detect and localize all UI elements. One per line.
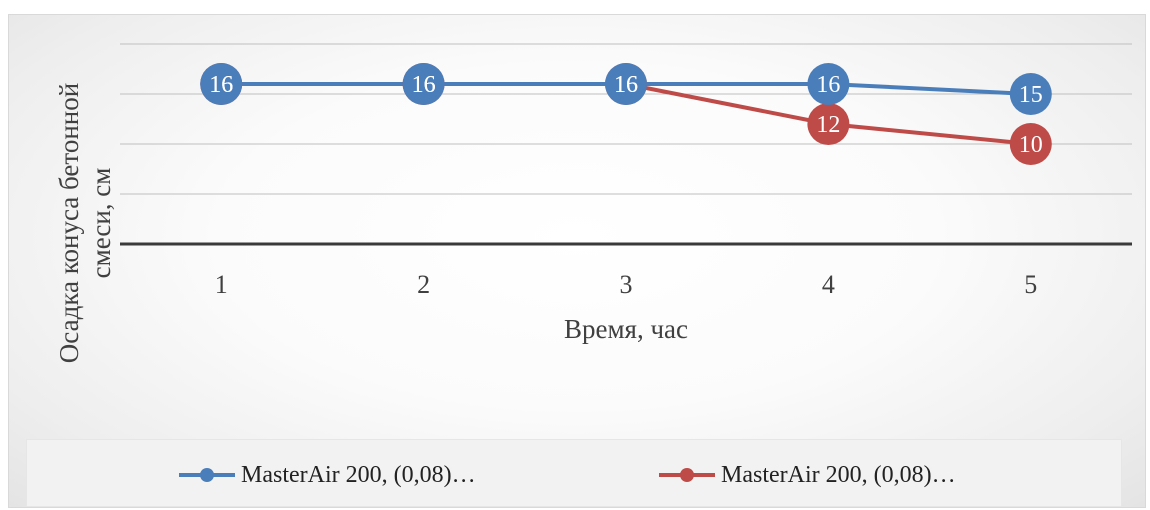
- data-markers: [200, 63, 1052, 165]
- data-label-series-2: 12: [816, 112, 840, 138]
- data-label-series-1: 16: [816, 72, 840, 98]
- x-axis-ticks: 1 2 3 4 5: [215, 270, 1038, 299]
- y-axis-title-line-1: Осадка конуса бетонной: [54, 83, 84, 363]
- chart-area: [8, 14, 1146, 508]
- legend-label-series-1: MasterAir 200, (0,08)…: [241, 461, 476, 488]
- legend-label-series-2: MasterAir 200, (0,08)…: [721, 461, 956, 488]
- data-label-series-2: 16: [209, 72, 233, 98]
- data-point-series-1: [402, 63, 445, 105]
- x-tick-label: 4: [822, 270, 835, 299]
- legend-swatch-series-2: [659, 468, 715, 482]
- legend-swatch-series-1: [179, 468, 235, 482]
- data-label-series-2: 10: [1019, 132, 1043, 158]
- data-label-series-2: 16: [614, 72, 638, 98]
- y-axis-title: Осадка конуса бетонной смеси, см: [54, 83, 116, 363]
- legend-entry-series-1: MasterAir 200, (0,08)…: [177, 460, 476, 490]
- data-point-series-1: [605, 63, 647, 105]
- data-point-series-1: [1009, 73, 1052, 115]
- data-point-series-1: [200, 63, 243, 105]
- data-label-series-1: 16: [209, 72, 233, 98]
- data-label-series-1: 15: [1019, 82, 1043, 108]
- data-label-series-1: 16: [412, 72, 436, 98]
- x-tick-label: 5: [1024, 270, 1037, 299]
- x-axis-title: Время, час: [564, 314, 688, 344]
- data-label-series-1: 16: [614, 72, 638, 98]
- legend: MasterAir 200, (0,08)… MasterAir 200, (0…: [26, 439, 1122, 507]
- x-tick-label: 2: [417, 270, 430, 299]
- data-point-series-2: [807, 103, 850, 145]
- data-point-series-2: [1009, 123, 1052, 165]
- x-tick-label: 3: [620, 270, 633, 299]
- y-axis-title-line-2: смеси, см: [86, 168, 116, 279]
- data-label-series-2: 16: [412, 72, 436, 98]
- gridlines: [120, 43, 1132, 246]
- x-tick-label: 1: [215, 270, 228, 299]
- data-point-series-1: [807, 63, 850, 105]
- legend-entry-series-2: MasterAir 200, (0,08)…: [657, 460, 956, 490]
